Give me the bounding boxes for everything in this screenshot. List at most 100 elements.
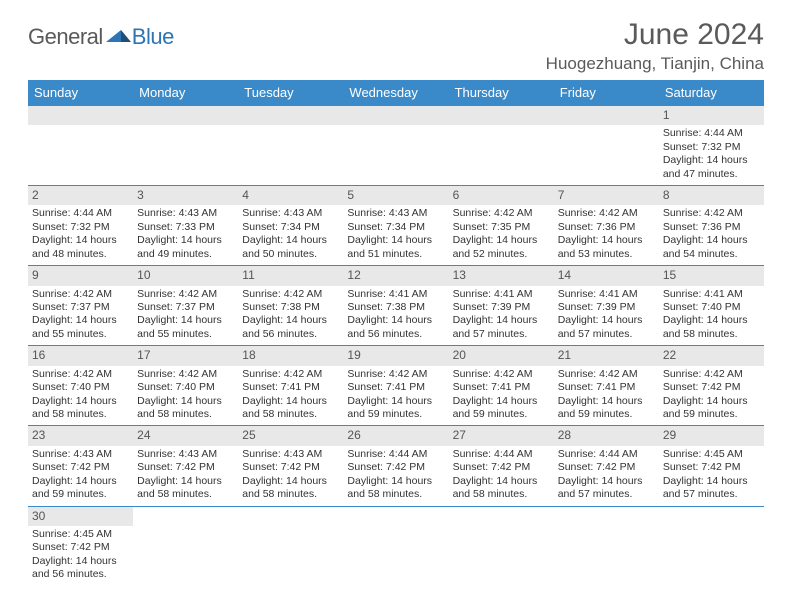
sunset-text: Sunset: 7:40 PM: [663, 301, 760, 314]
day-body: Sunrise: 4:44 AMSunset: 7:42 PMDaylight:…: [554, 446, 659, 506]
day-cell: 18Sunrise: 4:42 AMSunset: 7:41 PMDayligh…: [238, 346, 343, 425]
sunset-text: Sunset: 7:42 PM: [242, 461, 339, 474]
day-body: Sunrise: 4:43 AMSunset: 7:42 PMDaylight:…: [238, 446, 343, 506]
sunrise-text: Sunrise: 4:43 AM: [242, 448, 339, 461]
sunset-text: Sunset: 7:41 PM: [242, 381, 339, 394]
day-body: Sunrise: 4:41 AMSunset: 7:38 PMDaylight:…: [343, 286, 448, 346]
empty-day-cell: [133, 106, 238, 185]
daylight-text: Daylight: 14 hours and 57 minutes.: [453, 314, 550, 341]
daylight-text: Daylight: 14 hours and 59 minutes.: [558, 395, 655, 422]
sunset-text: Sunset: 7:42 PM: [663, 381, 760, 394]
day-number-bar: [343, 106, 448, 125]
daylight-text: Daylight: 14 hours and 59 minutes.: [32, 475, 129, 502]
daylight-text: Daylight: 14 hours and 58 minutes.: [137, 395, 234, 422]
day-body: Sunrise: 4:43 AMSunset: 7:42 PMDaylight:…: [28, 446, 133, 506]
day-cell: 22Sunrise: 4:42 AMSunset: 7:42 PMDayligh…: [659, 346, 764, 425]
sunrise-text: Sunrise: 4:42 AM: [242, 288, 339, 301]
brand-part1: General: [28, 24, 103, 50]
day-number: 6: [449, 186, 554, 205]
weekday-header: Sunday: [28, 80, 133, 106]
day-number: 11: [238, 266, 343, 285]
sunset-text: Sunset: 7:42 PM: [558, 461, 655, 474]
daylight-text: Daylight: 14 hours and 58 minutes.: [137, 475, 234, 502]
day-body: Sunrise: 4:43 AMSunset: 7:33 PMDaylight:…: [133, 205, 238, 265]
day-number: 19: [343, 346, 448, 365]
day-body: Sunrise: 4:41 AMSunset: 7:39 PMDaylight:…: [554, 286, 659, 346]
daylight-text: Daylight: 14 hours and 52 minutes.: [453, 234, 550, 261]
location: Huogezhuang, Tianjin, China: [546, 54, 764, 74]
day-body: Sunrise: 4:42 AMSunset: 7:35 PMDaylight:…: [449, 205, 554, 265]
day-body: Sunrise: 4:42 AMSunset: 7:37 PMDaylight:…: [28, 286, 133, 346]
week-row: 9Sunrise: 4:42 AMSunset: 7:37 PMDaylight…: [28, 266, 764, 346]
empty-day-cell: [449, 507, 554, 586]
sunrise-text: Sunrise: 4:42 AM: [242, 368, 339, 381]
day-number: 17: [133, 346, 238, 365]
sunset-text: Sunset: 7:36 PM: [663, 221, 760, 234]
day-number: 2: [28, 186, 133, 205]
day-number: 7: [554, 186, 659, 205]
day-number: 10: [133, 266, 238, 285]
day-cell: 19Sunrise: 4:42 AMSunset: 7:41 PMDayligh…: [343, 346, 448, 425]
empty-day-cell: [28, 106, 133, 185]
day-cell: 28Sunrise: 4:44 AMSunset: 7:42 PMDayligh…: [554, 426, 659, 505]
day-cell: 24Sunrise: 4:43 AMSunset: 7:42 PMDayligh…: [133, 426, 238, 505]
day-body: Sunrise: 4:43 AMSunset: 7:42 PMDaylight:…: [133, 446, 238, 506]
empty-day-cell: [238, 106, 343, 185]
day-number: 1: [659, 106, 764, 125]
day-number: 9: [28, 266, 133, 285]
sunrise-text: Sunrise: 4:43 AM: [347, 207, 444, 220]
day-number: 24: [133, 426, 238, 445]
day-body: Sunrise: 4:44 AMSunset: 7:42 PMDaylight:…: [449, 446, 554, 506]
daylight-text: Daylight: 14 hours and 49 minutes.: [137, 234, 234, 261]
brand-logo: General Blue: [28, 18, 174, 50]
sunset-text: Sunset: 7:36 PM: [558, 221, 655, 234]
sunrise-text: Sunrise: 4:42 AM: [558, 368, 655, 381]
day-cell: 29Sunrise: 4:45 AMSunset: 7:42 PMDayligh…: [659, 426, 764, 505]
day-number: 16: [28, 346, 133, 365]
daylight-text: Daylight: 14 hours and 47 minutes.: [663, 154, 760, 181]
day-cell: 9Sunrise: 4:42 AMSunset: 7:37 PMDaylight…: [28, 266, 133, 345]
sunset-text: Sunset: 7:38 PM: [347, 301, 444, 314]
sunset-text: Sunset: 7:42 PM: [32, 461, 129, 474]
sunset-text: Sunset: 7:42 PM: [347, 461, 444, 474]
day-number: 4: [238, 186, 343, 205]
daylight-text: Daylight: 14 hours and 59 minutes.: [347, 395, 444, 422]
day-cell: 27Sunrise: 4:44 AMSunset: 7:42 PMDayligh…: [449, 426, 554, 505]
daylight-text: Daylight: 14 hours and 58 minutes.: [453, 475, 550, 502]
day-cell: 7Sunrise: 4:42 AMSunset: 7:36 PMDaylight…: [554, 186, 659, 265]
sunset-text: Sunset: 7:39 PM: [558, 301, 655, 314]
daylight-text: Daylight: 14 hours and 57 minutes.: [558, 314, 655, 341]
day-number: 3: [133, 186, 238, 205]
sunset-text: Sunset: 7:35 PM: [453, 221, 550, 234]
sunset-text: Sunset: 7:42 PM: [453, 461, 550, 474]
calendar: SundayMondayTuesdayWednesdayThursdayFrid…: [28, 80, 764, 586]
day-cell: 1Sunrise: 4:44 AMSunset: 7:32 PMDaylight…: [659, 106, 764, 185]
daylight-text: Daylight: 14 hours and 58 minutes.: [242, 475, 339, 502]
day-number-bar: [554, 106, 659, 125]
day-cell: 25Sunrise: 4:43 AMSunset: 7:42 PMDayligh…: [238, 426, 343, 505]
day-cell: 26Sunrise: 4:44 AMSunset: 7:42 PMDayligh…: [343, 426, 448, 505]
empty-day-cell: [449, 106, 554, 185]
empty-day-cell: [343, 106, 448, 185]
daylight-text: Daylight: 14 hours and 57 minutes.: [663, 475, 760, 502]
day-cell: 16Sunrise: 4:42 AMSunset: 7:40 PMDayligh…: [28, 346, 133, 425]
weekday-header-row: SundayMondayTuesdayWednesdayThursdayFrid…: [28, 80, 764, 106]
sunrise-text: Sunrise: 4:44 AM: [453, 448, 550, 461]
day-cell: 8Sunrise: 4:42 AMSunset: 7:36 PMDaylight…: [659, 186, 764, 265]
day-number: 26: [343, 426, 448, 445]
daylight-text: Daylight: 14 hours and 58 minutes.: [663, 314, 760, 341]
day-number: 29: [659, 426, 764, 445]
day-number: 15: [659, 266, 764, 285]
empty-day-cell: [238, 507, 343, 586]
day-number: 21: [554, 346, 659, 365]
sunrise-text: Sunrise: 4:43 AM: [242, 207, 339, 220]
sunset-text: Sunset: 7:42 PM: [663, 461, 760, 474]
daylight-text: Daylight: 14 hours and 59 minutes.: [453, 395, 550, 422]
daylight-text: Daylight: 14 hours and 56 minutes.: [347, 314, 444, 341]
day-body: Sunrise: 4:42 AMSunset: 7:36 PMDaylight:…: [554, 205, 659, 265]
daylight-text: Daylight: 14 hours and 56 minutes.: [242, 314, 339, 341]
day-number: 8: [659, 186, 764, 205]
day-number: 14: [554, 266, 659, 285]
day-cell: 20Sunrise: 4:42 AMSunset: 7:41 PMDayligh…: [449, 346, 554, 425]
sunrise-text: Sunrise: 4:42 AM: [137, 368, 234, 381]
